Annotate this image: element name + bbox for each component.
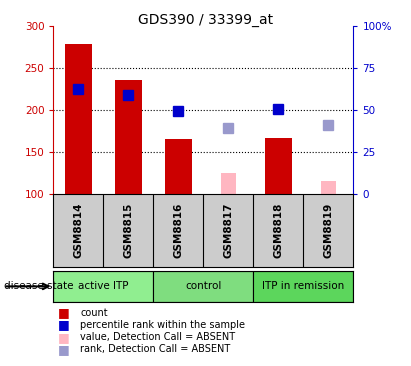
Bar (254, 271, 353, 302)
Bar (115, 80, 142, 194)
Bar (165, 139, 192, 194)
Text: ■: ■ (58, 330, 69, 344)
Text: control: control (185, 281, 222, 291)
Text: count: count (80, 308, 108, 318)
Text: GSM8819: GSM8819 (323, 203, 333, 258)
Text: active ITP: active ITP (78, 281, 129, 291)
Text: GDS390 / 33399_at: GDS390 / 33399_at (138, 13, 273, 27)
Text: ITP in remission: ITP in remission (262, 281, 344, 291)
Bar (221, 173, 236, 194)
Text: GSM8817: GSM8817 (224, 203, 233, 258)
Text: disease state: disease state (4, 281, 74, 291)
Text: GSM8815: GSM8815 (123, 203, 134, 258)
Text: ■: ■ (58, 318, 69, 332)
Text: ■: ■ (58, 343, 69, 356)
Bar (65, 44, 92, 194)
Text: GSM8816: GSM8816 (173, 203, 183, 258)
Text: GSM8818: GSM8818 (273, 203, 284, 258)
Bar (53, 271, 153, 302)
Text: GSM8814: GSM8814 (74, 203, 83, 258)
Bar (153, 271, 254, 302)
Text: rank, Detection Call = ABSENT: rank, Detection Call = ABSENT (80, 344, 231, 354)
Bar (265, 138, 292, 194)
Bar (321, 182, 336, 194)
Text: percentile rank within the sample: percentile rank within the sample (80, 320, 245, 330)
Text: ■: ■ (58, 306, 69, 320)
Text: value, Detection Call = ABSENT: value, Detection Call = ABSENT (80, 332, 235, 342)
